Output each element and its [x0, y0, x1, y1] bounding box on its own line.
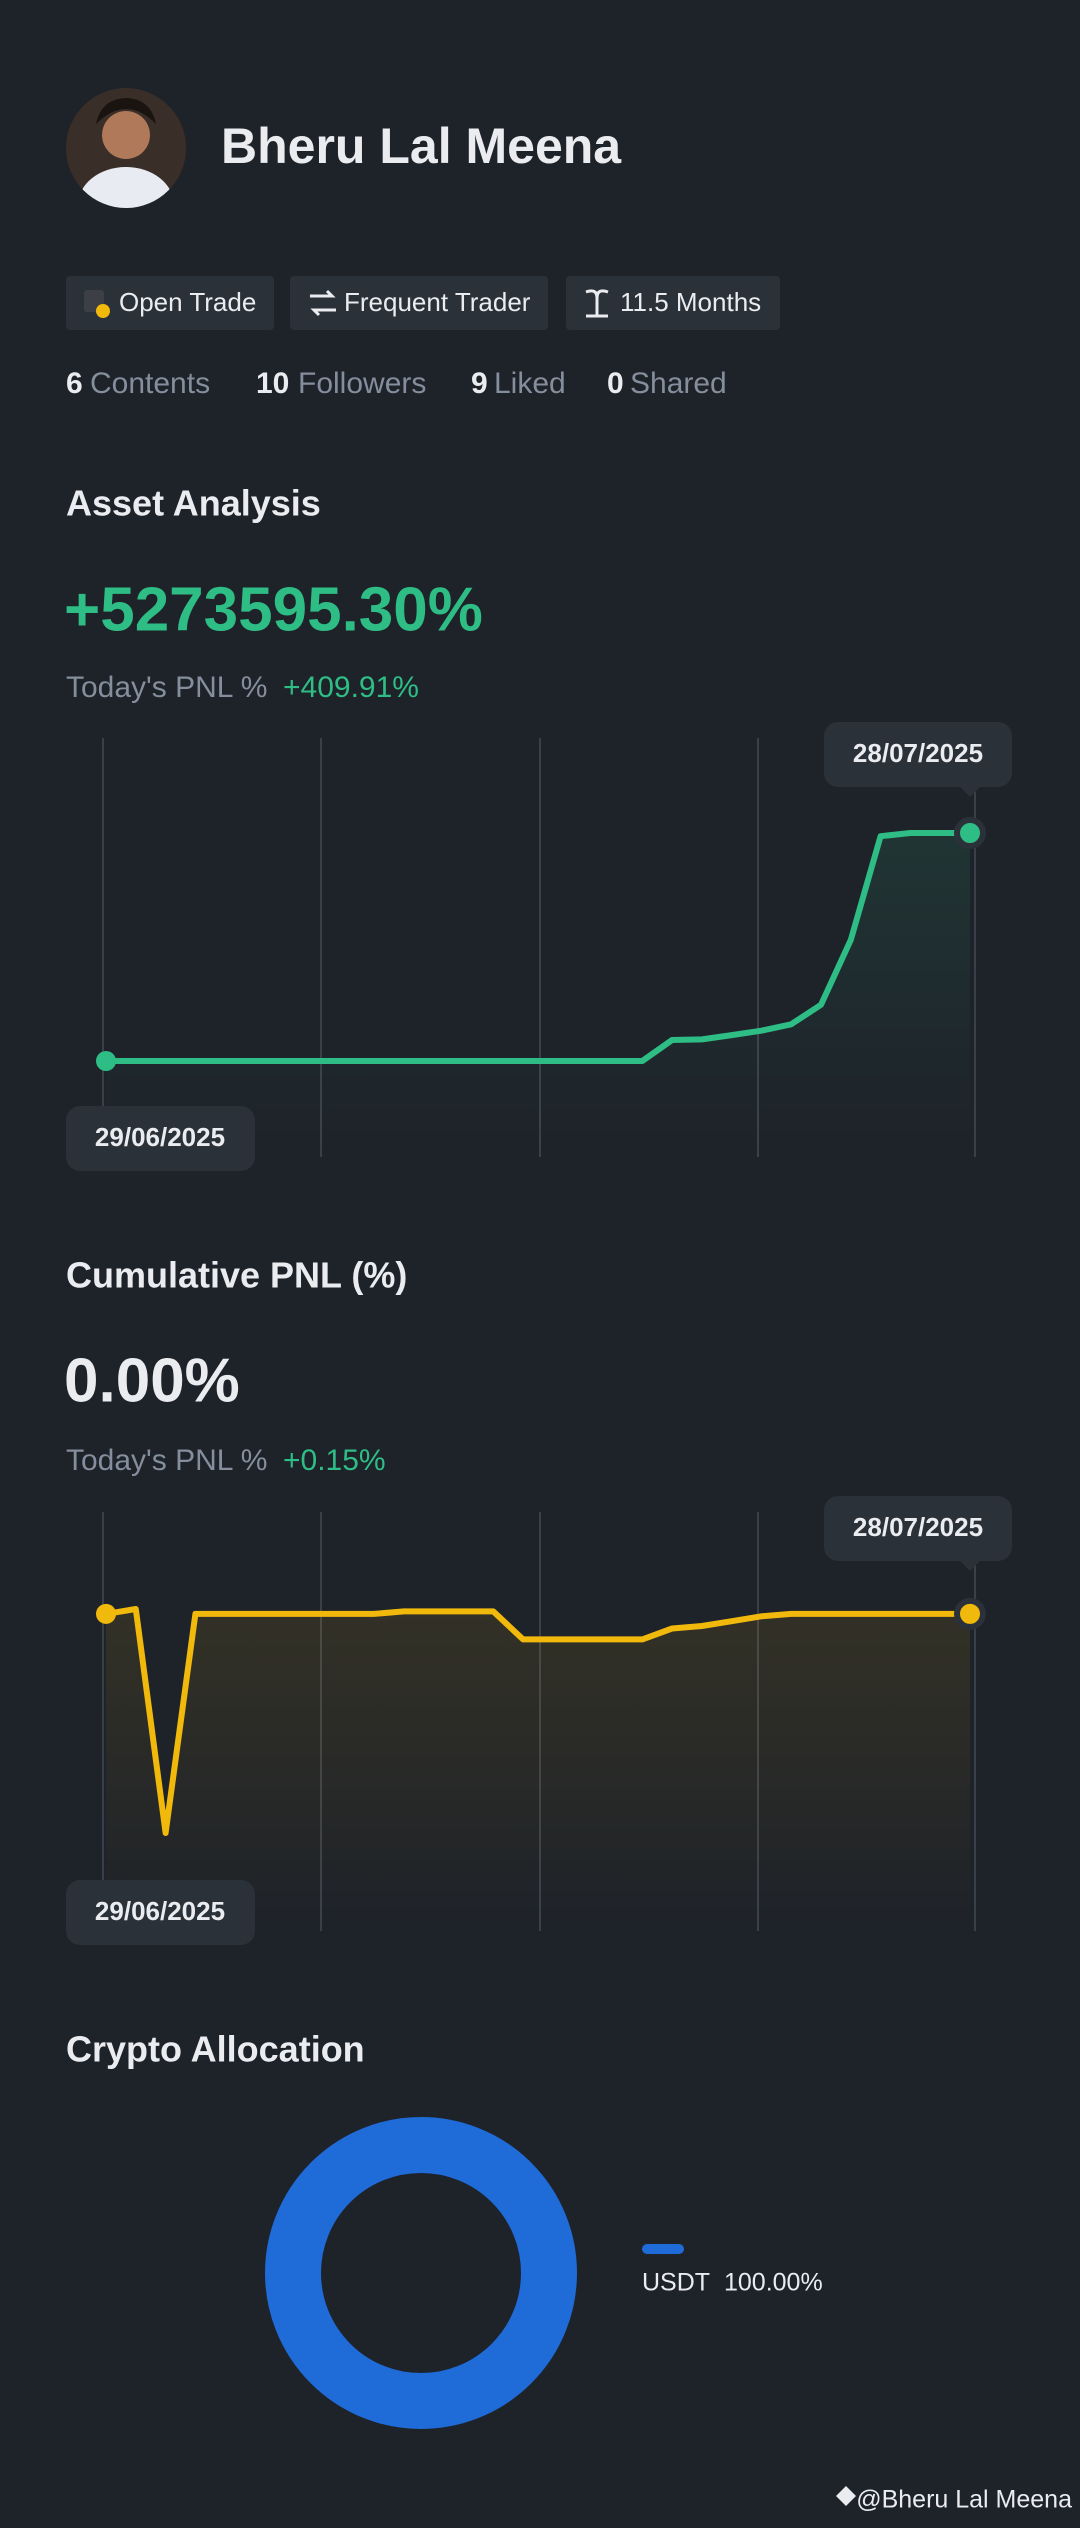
user-name: Bheru Lal Meena [221, 118, 622, 174]
legend-value: 100.00% [724, 2269, 823, 2297]
date-pointer [960, 1561, 980, 1571]
badge-icon [585, 289, 609, 318]
asset-value: +5273595.30% [64, 575, 483, 644]
avatar[interactable] [66, 88, 186, 243]
badge-label: Open Trade [119, 287, 256, 317]
start-point [96, 1051, 116, 1071]
end-date: 28/07/2025 [853, 738, 983, 768]
badge [66, 276, 274, 330]
footer-logo [836, 2486, 856, 2506]
badge-label: 11.5 Months [620, 287, 761, 317]
badge [290, 276, 548, 330]
legend-swatch [642, 2244, 684, 2254]
start-date: 29/06/2025 [95, 1896, 225, 1926]
badge-label: Frequent Trader [344, 287, 531, 317]
date-box [824, 1496, 1012, 1561]
badge-icon [96, 304, 110, 318]
badge-icon [310, 289, 336, 317]
pnl-label: Today's PNL % [66, 671, 267, 704]
stat-value: 9 [471, 367, 488, 400]
end-date: 28/07/2025 [853, 1512, 983, 1542]
start-point [96, 1603, 116, 1624]
stat-label: Contents [90, 367, 210, 400]
section-title: Asset Analysis [66, 483, 321, 524]
end-point [954, 817, 986, 849]
stat-value: 0 [607, 367, 624, 400]
date-box [824, 722, 1012, 787]
section-title: Crypto Allocation [66, 2029, 365, 2070]
data-line [105, 1606, 970, 1836]
cumulative-value: 0.00% [64, 1346, 240, 1415]
badge [566, 276, 780, 330]
section-title: Cumulative PNL (%) [66, 1255, 407, 1296]
date-box [66, 1106, 255, 1171]
end-point [954, 1597, 986, 1630]
legend-label: USDT [642, 2269, 710, 2297]
donut-segment [265, 2117, 577, 2429]
stat-label: Shared [630, 367, 727, 400]
stat-label: Followers [298, 367, 426, 400]
footer-text: @Bheru Lal Meena [856, 2486, 1072, 2514]
pnl-label: Today's PNL % [66, 1444, 267, 1477]
start-date: 29/06/2025 [95, 1122, 225, 1152]
line-area [106, 833, 970, 1157]
stat-value: 6 [66, 367, 83, 400]
date-box [66, 1880, 255, 1945]
pnl-value: +0.15% [283, 1444, 386, 1477]
stat-value: 10 [256, 367, 289, 400]
stat-label: Liked [494, 367, 566, 400]
pnl-value: +409.91% [283, 671, 419, 704]
data-line [106, 830, 970, 1064]
date-pointer [960, 787, 980, 797]
line-area [106, 1609, 970, 1931]
